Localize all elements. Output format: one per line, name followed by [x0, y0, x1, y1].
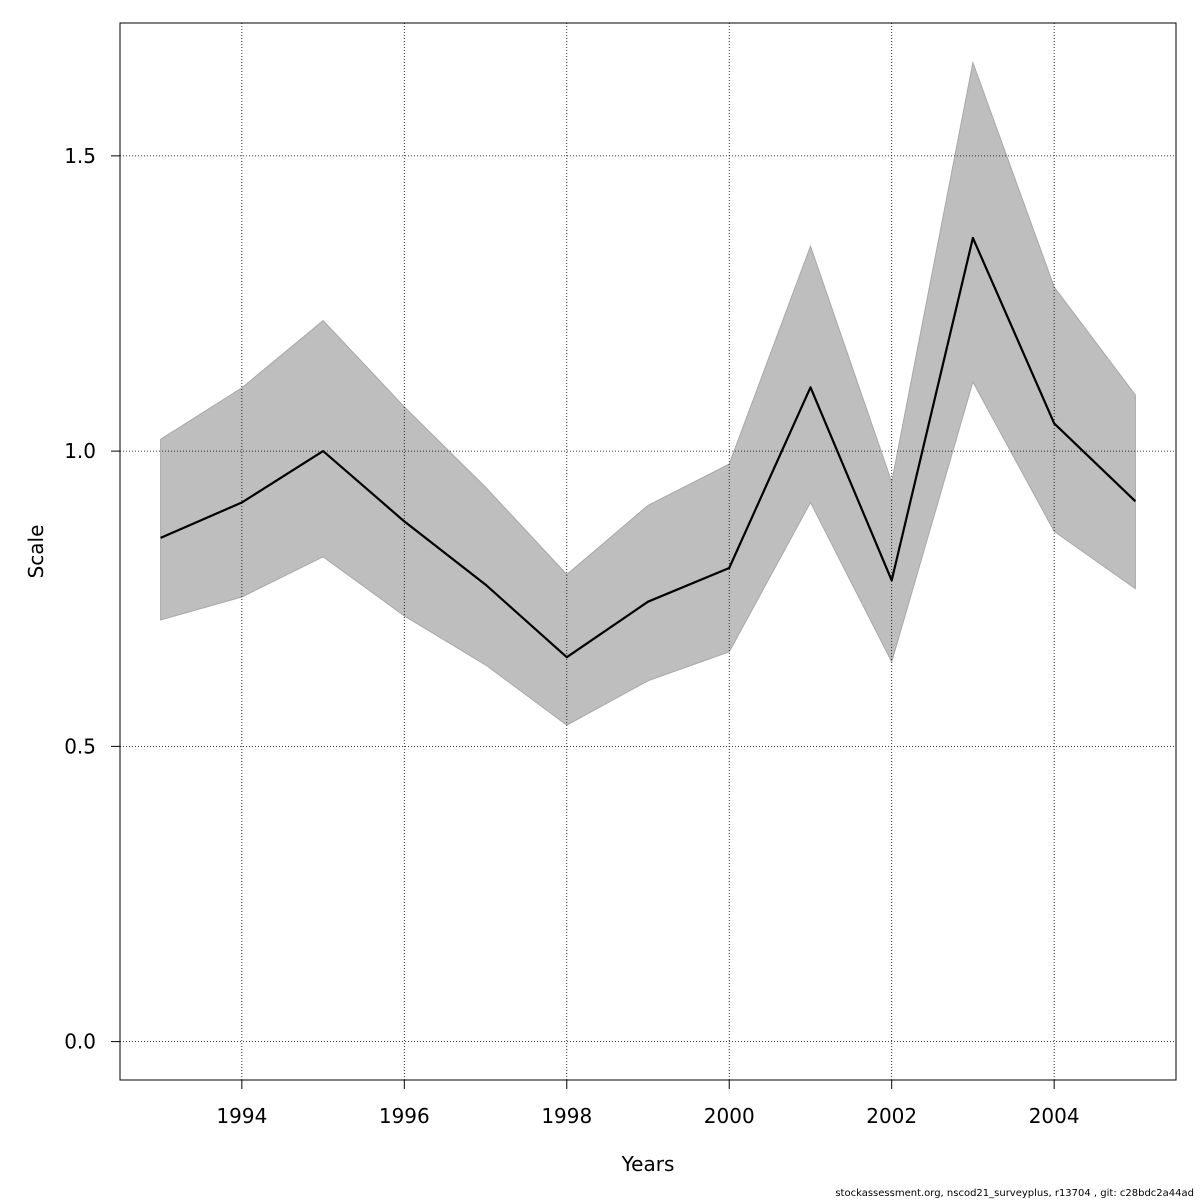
y-tick-label-3: 1.5 — [64, 144, 96, 168]
estimate-line — [160, 236, 1137, 659]
axis-layer: 1994 1996 1998 2000 2002 2004 0.0 0.5 1.0 1.5 — [64, 144, 1079, 1128]
confidence-band-layer — [160, 60, 1136, 726]
y-tick-label-2: 1.0 — [64, 439, 96, 463]
confidence-band — [160, 60, 1136, 726]
y-axis-title: Scale — [24, 525, 48, 579]
x-tick-label-2002: 2002 — [866, 1104, 917, 1128]
x-axis-title: Years — [621, 1152, 675, 1176]
x-tick-label-1994: 1994 — [216, 1104, 267, 1128]
estimate-line-layer — [160, 236, 1137, 659]
x-tick-label-1996: 1996 — [379, 1104, 430, 1128]
footer-caption: stockassessment.org, nscod21_surveyplus,… — [835, 1188, 1194, 1199]
plot-frame — [119, 22, 1177, 1081]
grid-layer — [120, 23, 1176, 1080]
y-tick-label-0: 0.0 — [64, 1030, 96, 1054]
x-tick-label-2004: 2004 — [1029, 1104, 1080, 1128]
x-tick-label-1998: 1998 — [541, 1104, 592, 1128]
y-tick-label-1: 0.5 — [64, 734, 96, 758]
x-tick-label-2000: 2000 — [704, 1104, 755, 1128]
